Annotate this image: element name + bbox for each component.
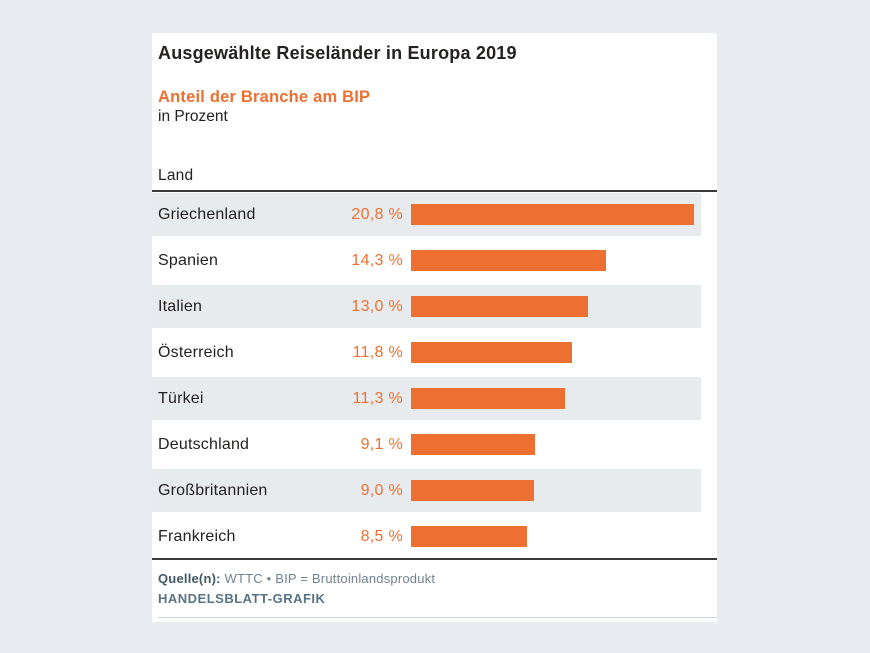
country-label: Griechenland <box>158 205 256 223</box>
chart-card: Ausgewählte Reiseländer in Europa 2019 A… <box>152 33 717 622</box>
value-label: 9,0 % <box>360 481 403 499</box>
bar-track <box>411 342 701 363</box>
country-label: Deutschland <box>158 435 250 453</box>
source-line: Quelle(n): WTTC • BIP = Bruttoinlandspro… <box>158 571 717 587</box>
source-text: WTTC • BIP = Bruttoinlandsprodukt <box>224 571 436 586</box>
table-row: Italien 13,0 % <box>152 285 701 328</box>
table-row: Frankreich 8,5 % <box>152 515 701 558</box>
table-row: Griechenland 20,8 % <box>152 193 701 236</box>
bar <box>411 250 606 271</box>
chart-subtitle: Anteil der Branche am BIP <box>158 88 371 106</box>
value-label: 14,3 % <box>351 251 403 269</box>
country-label: Spanien <box>158 251 219 269</box>
bar <box>411 388 565 409</box>
bar-track <box>411 526 701 547</box>
chart-title: Ausgewählte Reiseländer in Europa 2019 <box>158 43 517 63</box>
footer: Quelle(n): WTTC • BIP = Bruttoinlandspro… <box>152 560 717 618</box>
country-label: Großbritannien <box>158 481 268 499</box>
country-label: Österreich <box>158 343 234 361</box>
bar-track <box>411 250 701 271</box>
bar <box>411 204 695 225</box>
chart-unit-label: in Prozent <box>158 108 228 125</box>
header-rule <box>152 190 717 192</box>
bar-track <box>411 296 701 317</box>
value-label: 13,0 % <box>351 297 403 315</box>
table-row: Deutschland 9,1 % <box>152 423 701 466</box>
table-row: Großbritannien 9,0 % <box>152 469 701 512</box>
table-bottom-rule <box>152 558 717 560</box>
footer-rule <box>158 617 717 618</box>
table-row: Türkei 11,3 % <box>152 377 701 420</box>
bar <box>411 342 572 363</box>
source-label: Quelle(n): <box>158 571 221 586</box>
country-label: Frankreich <box>158 527 236 545</box>
bar-track <box>411 204 701 225</box>
value-label: 11,3 % <box>352 389 403 407</box>
table-row: Spanien 14,3 % <box>152 239 701 282</box>
bar-rows: Griechenland 20,8 % Spanien 14,3 % Itali… <box>152 193 717 558</box>
value-label: 11,8 % <box>352 343 403 361</box>
country-label: Italien <box>158 297 203 315</box>
country-label: Türkei <box>158 389 204 407</box>
value-label: 9,1 % <box>360 435 403 453</box>
bar <box>411 480 534 501</box>
bar <box>411 526 527 547</box>
column-header-land: Land <box>158 167 194 184</box>
credit-line: HANDELSBLATT-GRAFIK <box>158 591 326 606</box>
bar-track <box>411 434 701 455</box>
value-label: 8,5 % <box>360 527 403 545</box>
table-row: Österreich 11,8 % <box>152 331 701 374</box>
value-label: 20,8 % <box>351 205 403 223</box>
bar <box>411 296 588 317</box>
bar <box>411 434 535 455</box>
bar-track <box>411 388 701 409</box>
bar-track <box>411 480 701 501</box>
